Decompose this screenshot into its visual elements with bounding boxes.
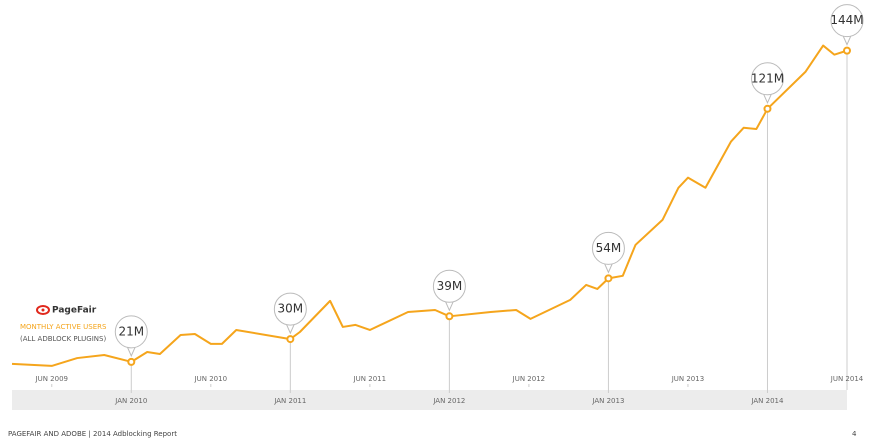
legend-title: MONTHLY ACTIVE USERS [20, 323, 107, 331]
brand: PageFair [52, 306, 97, 316]
x-tick-label: JAN 2014 [750, 397, 784, 405]
point [604, 274, 613, 283]
point [445, 312, 454, 321]
point [763, 104, 772, 113]
bubble [273, 292, 307, 326]
x-tick-label: JAN 2013 [591, 397, 624, 405]
x-tick-label: JUN 2012 [512, 375, 545, 383]
x-tick-label: JUN 2011 [353, 375, 386, 383]
x-tick-label: JAN 2012 [432, 397, 465, 405]
value-label: 121M [751, 71, 784, 85]
x-tick-label: JUN 2013 [671, 375, 704, 383]
footer: PAGEFAIR AND ADOBE | 2014 Adblocking Rep… [8, 430, 177, 438]
point [843, 46, 851, 55]
bubble [750, 62, 784, 96]
brand-logo [36, 305, 50, 315]
page-number: 4 [852, 430, 857, 438]
value-label: 30M [278, 302, 304, 316]
value-label: 21M [118, 324, 144, 338]
x-tick-label: JUN 2009 [35, 375, 68, 383]
legend-subtitle: (ALL ADBLOCK PLUGINS) [20, 335, 106, 343]
value-label: 54M [596, 241, 622, 255]
x-tick-label: JUN 2010 [194, 375, 227, 383]
x-tick-label: JAN 2010 [114, 397, 147, 405]
point [286, 335, 295, 344]
bubble [114, 315, 148, 349]
bubble [432, 269, 466, 303]
axis-band [12, 390, 847, 410]
point [127, 357, 136, 366]
line [11, 44, 848, 367]
x-tick-label: JAN 2011 [273, 397, 306, 405]
bubble [830, 4, 864, 38]
value-label: 144M [830, 13, 863, 27]
value-label: 39M [437, 279, 463, 293]
bubble [591, 231, 625, 265]
x-tick-label: JUN 2014 [830, 375, 864, 383]
